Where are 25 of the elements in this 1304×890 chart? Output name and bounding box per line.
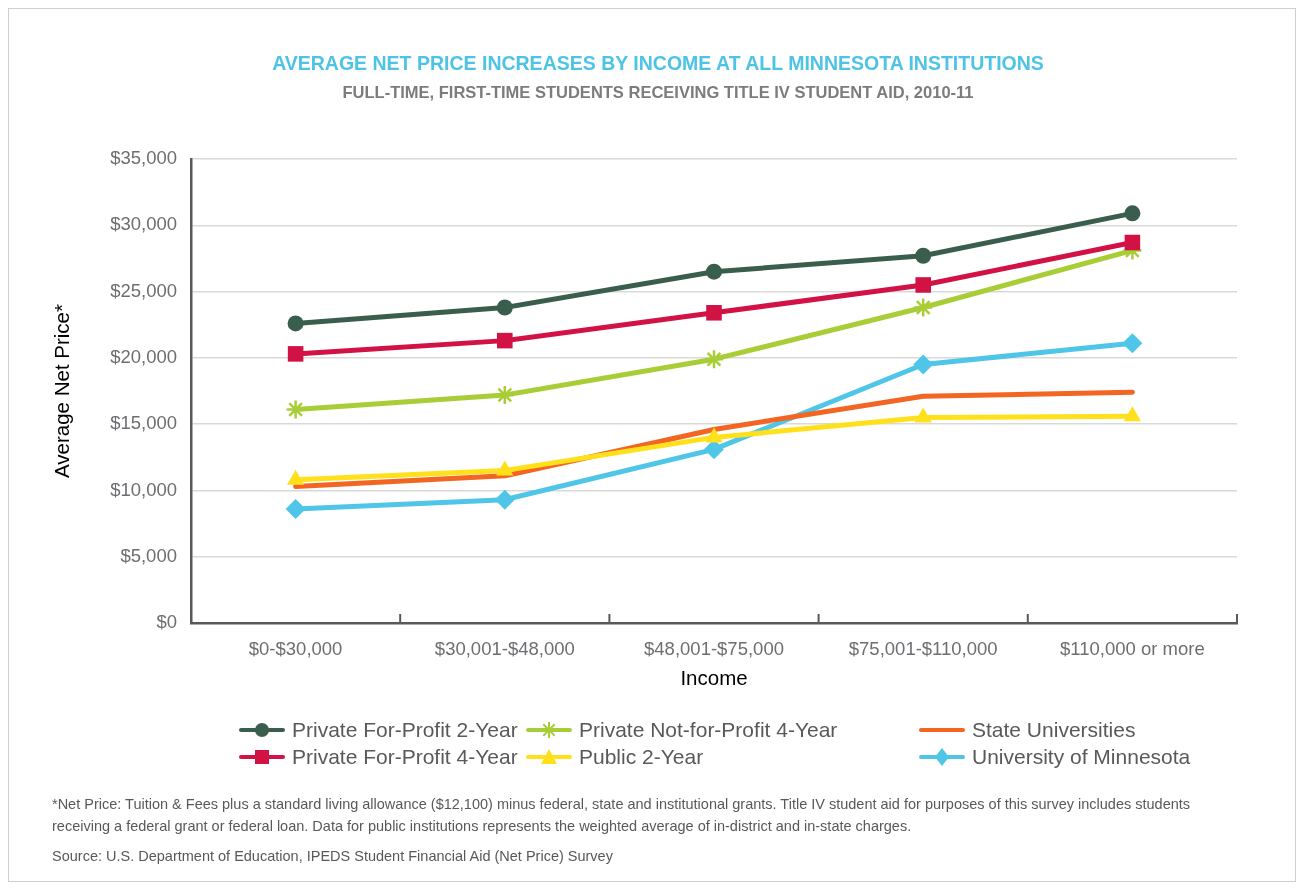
- legend-label: State Universities: [972, 717, 1136, 742]
- legend-label: Public 2-Year: [579, 744, 704, 769]
- y-tick-label: $0: [156, 611, 177, 633]
- y-tick-label: $25,000: [110, 279, 177, 301]
- y-tick-label: $20,000: [110, 345, 177, 367]
- y-tick-label: $10,000: [110, 478, 177, 500]
- x-axis-title: Income: [680, 666, 748, 690]
- y-axis-title: Average Net Price*: [49, 304, 73, 478]
- y-tick-label: $30,000: [110, 213, 177, 235]
- legend-label: University of Minnesota: [972, 744, 1191, 769]
- x-tick-label: $75,001-$110,000: [848, 638, 998, 660]
- source-note: Source: U.S. Department of Education, IPEDS Student Financial Aid (Net Price) Survey: [52, 847, 614, 866]
- y-tick-label: $35,000: [110, 147, 177, 169]
- chart-subtitle: FULL-TIME, FIRST-TIME STUDENTS RECEIVING TITLE IV STUDENT AID, 2010-11: [341, 83, 975, 102]
- x-tick-label: $48,001-$75,000: [644, 638, 784, 660]
- x-tick-label: $0-$30,000: [248, 638, 343, 660]
- x-tick-label: $110,000 or more: [1060, 638, 1205, 660]
- legend-label: Private For-Profit 2-Year: [292, 717, 518, 742]
- y-tick-label: $5,000: [120, 544, 177, 566]
- chart-title: AVERAGE NET PRICE INCREASES BY INCOME AT ALL MINNESOTA INSTITUTIONS: [271, 52, 1045, 75]
- y-tick-label: $15,000: [110, 412, 177, 434]
- legend-label: Private For-Profit 4-Year: [292, 744, 518, 769]
- text: *Net Price: Tuition & Fees plus a standard living allowance ($12,100) minus federal, state and institutional grants. Title IV student aid for purposes of this survey includes students receiving a federal grant or federal loan. Data for public institutions represents the weighted average of in-district and in-state charges.: [52, 795, 1192, 836]
- legend-label: Private Not-for-Profit 4-Year: [579, 717, 838, 742]
- x-tick-label: $30,001-$48,000: [434, 638, 575, 660]
